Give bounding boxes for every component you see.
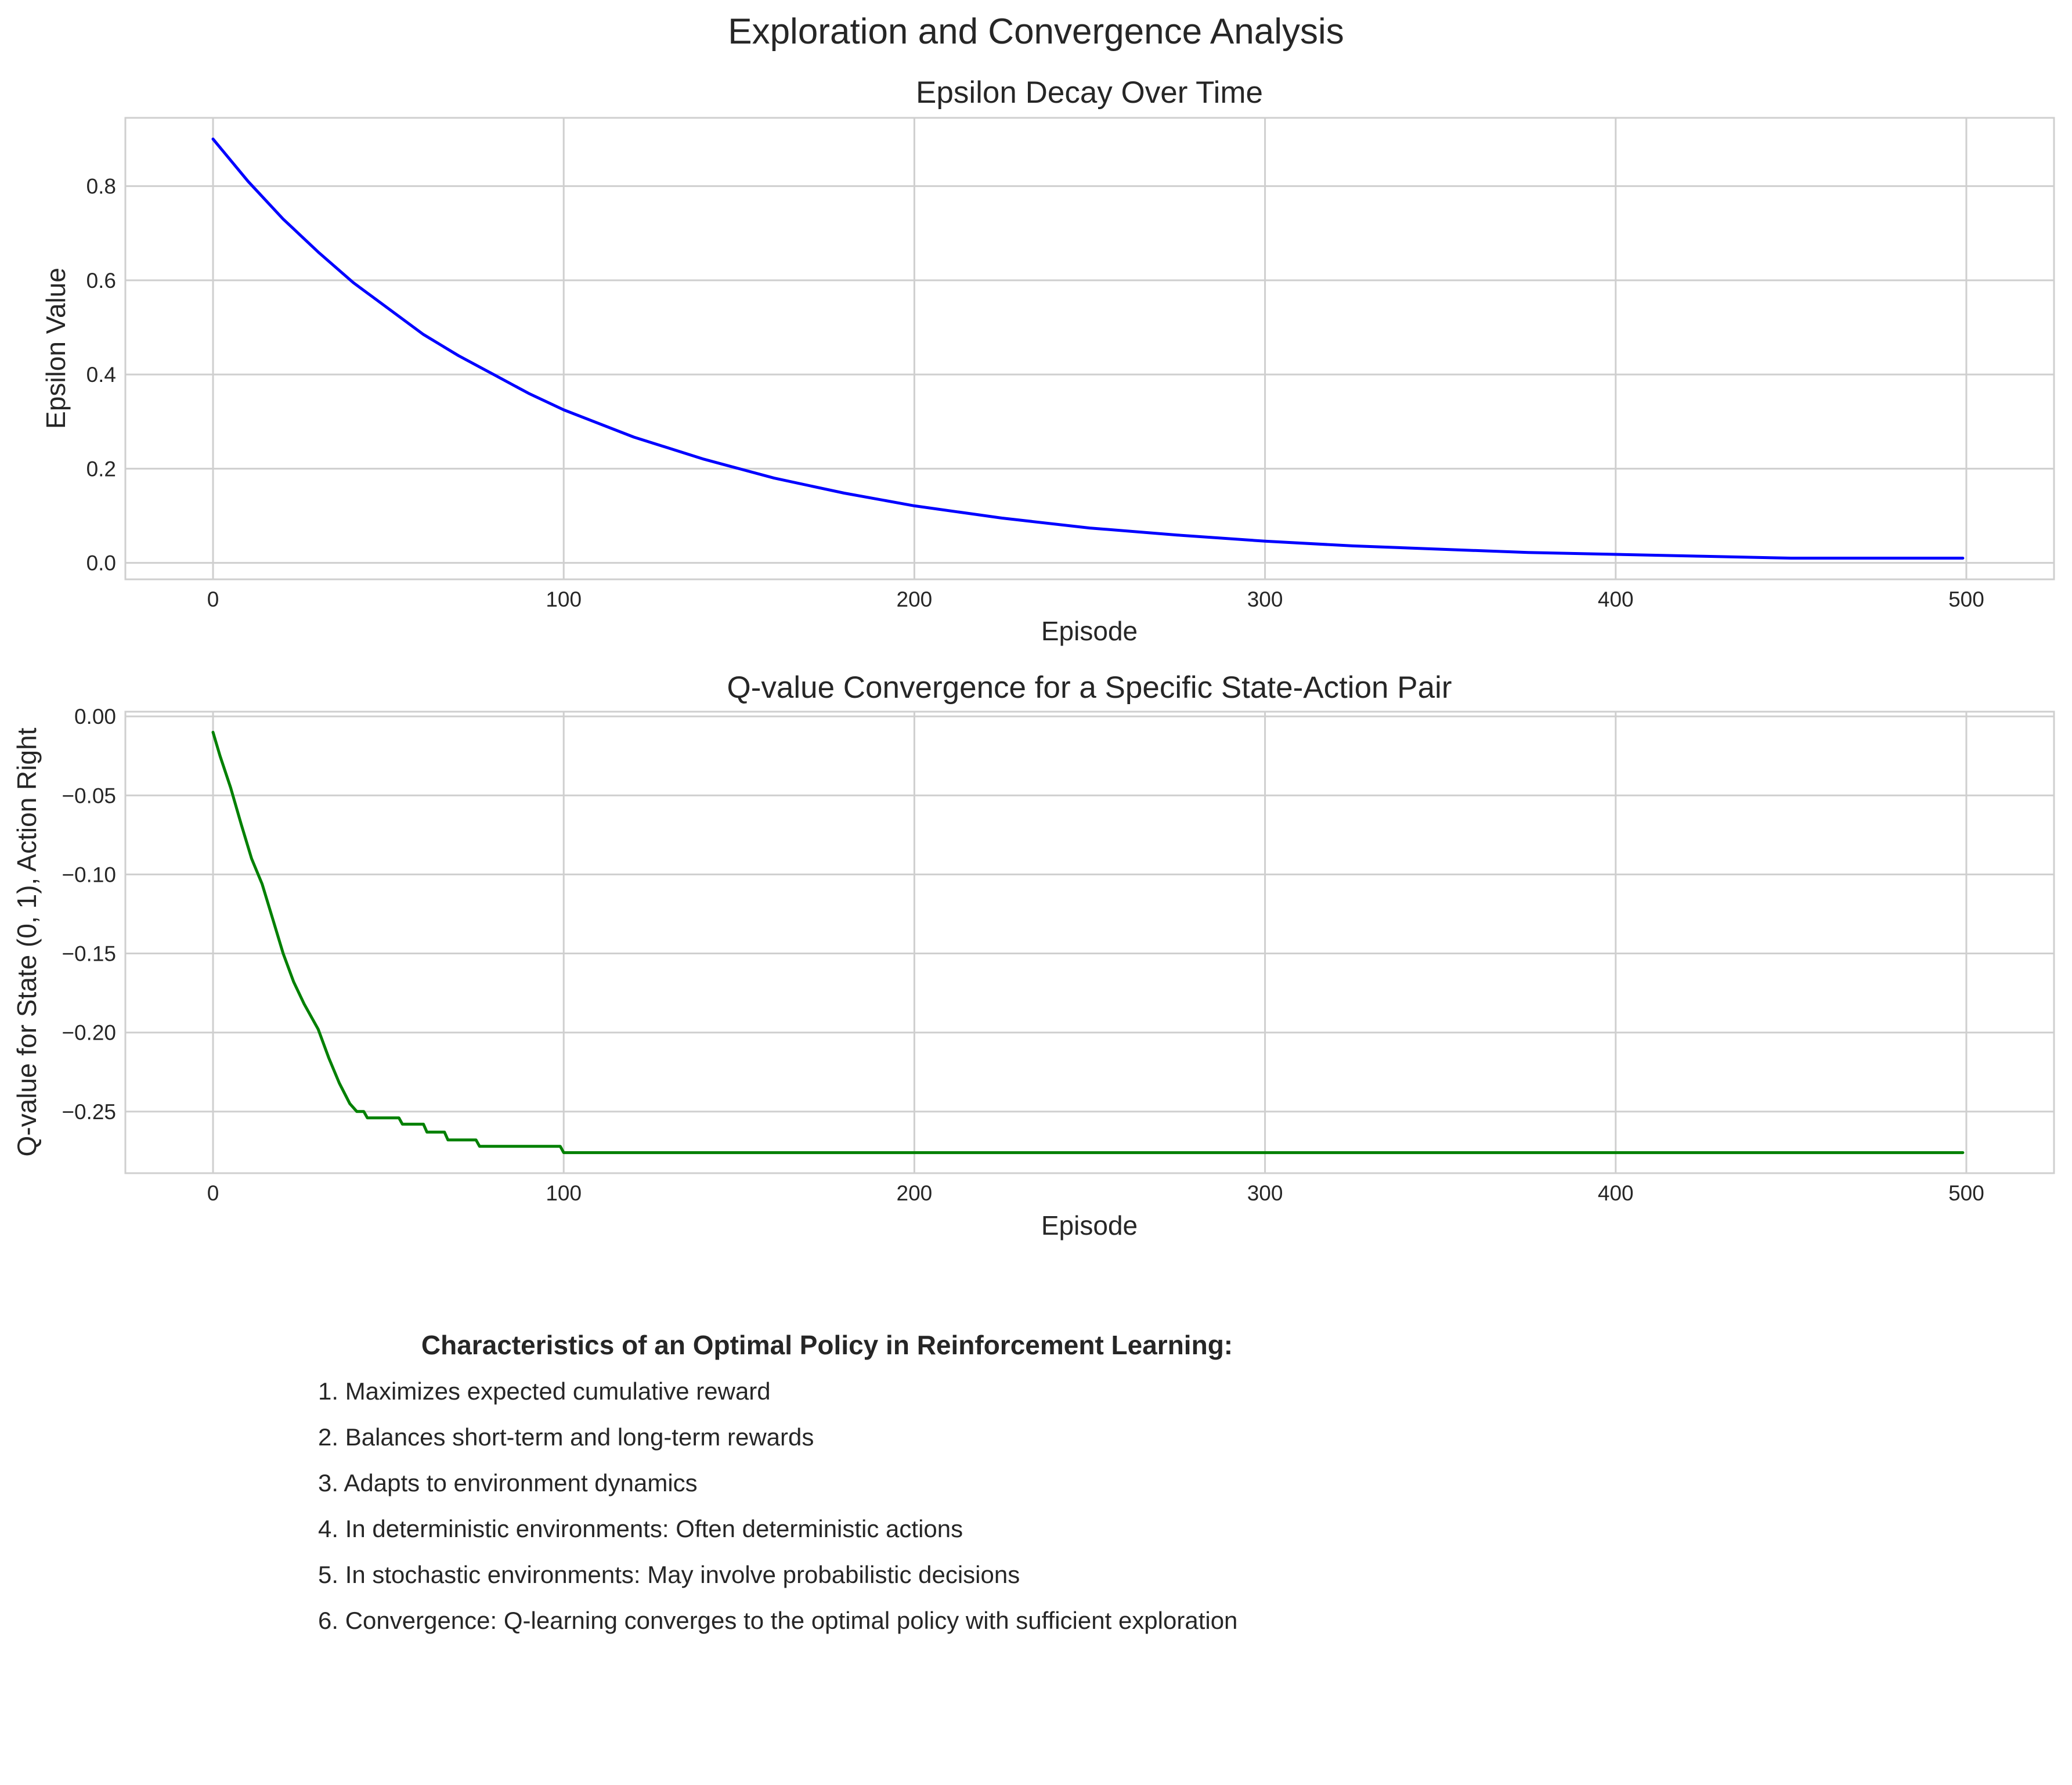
x-tick-label: 500 bbox=[1948, 1181, 1984, 1205]
series bbox=[211, 138, 1965, 560]
x-tick-label: 200 bbox=[897, 587, 933, 611]
y-tick-label: −0.15 bbox=[62, 942, 116, 966]
policy-list: 1. Maximizes expected cumulative reward … bbox=[318, 1377, 1237, 1652]
q-value-convergence-chart: Q-value Convergence for a Specific State… bbox=[12, 670, 2055, 1241]
series bbox=[211, 730, 1965, 1155]
epsilon-decay-chart: Epsilon Decay Over Time 0 100 200 300 400 500… bbox=[41, 75, 2055, 646]
x-tick-label: 500 bbox=[1948, 587, 1984, 611]
series-line bbox=[211, 138, 1965, 560]
tick-labels: 0 100 200 300 400 500 0.0 0.2 0.4 0.6 0.8 bbox=[86, 175, 1984, 611]
y-tick-label: 0.2 bbox=[86, 457, 116, 481]
series-line bbox=[211, 730, 1965, 1155]
policy-item: 3. Adapts to environment dynamics bbox=[318, 1469, 698, 1496]
tick-labels: 0 100 200 300 400 500 0.00 −0.05 −0.10 −0.15 −0.20… bbox=[62, 705, 1984, 1205]
y-tick-label: −0.10 bbox=[62, 863, 116, 886]
chart-title: Epsilon Decay Over Time bbox=[916, 75, 1263, 110]
x-axis-label: Episode bbox=[1041, 1210, 1138, 1241]
x-tick-label: 400 bbox=[1598, 1181, 1634, 1205]
grid bbox=[125, 118, 2054, 579]
policy-heading: Characteristics of an Optimal Policy in … bbox=[421, 1330, 1233, 1360]
x-tick-label: 300 bbox=[1247, 1181, 1283, 1205]
axes-frame bbox=[124, 711, 2055, 1174]
y-axis-label: Q-value for State (0, 1), Action Right bbox=[12, 727, 42, 1156]
y-tick-label: 0.0 bbox=[86, 551, 116, 575]
y-tick-label: 0.4 bbox=[86, 363, 116, 387]
figure-title: Exploration and Convergence Analysis bbox=[728, 12, 1344, 52]
x-tick-label: 200 bbox=[897, 1181, 933, 1205]
x-tick-label: 400 bbox=[1598, 587, 1634, 611]
x-tick-label: 100 bbox=[546, 1181, 582, 1205]
y-tick-label: −0.20 bbox=[62, 1021, 116, 1045]
y-tick-label: 0.00 bbox=[74, 705, 116, 729]
y-tick-label: 0.8 bbox=[86, 175, 116, 199]
x-tick-label: 300 bbox=[1247, 587, 1283, 611]
y-tick-label: −0.05 bbox=[62, 784, 116, 807]
x-tick-label: 0 bbox=[207, 587, 219, 611]
grid bbox=[125, 712, 2054, 1173]
chart-title: Q-value Convergence for a Specific State… bbox=[727, 670, 1452, 705]
policy-item: 4. In deterministic environments: Often … bbox=[318, 1515, 963, 1542]
y-axis-label: Epsilon Value bbox=[41, 268, 71, 429]
y-tick-label: 0.6 bbox=[86, 269, 116, 293]
policy-item: 1. Maximizes expected cumulative reward bbox=[318, 1377, 771, 1405]
axes-frame bbox=[124, 117, 2055, 580]
policy-item: 2. Balances short-term and long-term rew… bbox=[318, 1423, 814, 1451]
y-tick-label: −0.25 bbox=[62, 1100, 116, 1124]
policy-item: 6. Convergence: Q-learning converges to … bbox=[318, 1607, 1238, 1634]
x-tick-label: 100 bbox=[546, 587, 582, 611]
policy-item: 5. In stochastic environments: May invol… bbox=[318, 1561, 1020, 1588]
x-tick-label: 0 bbox=[207, 1181, 219, 1205]
x-axis-label: Episode bbox=[1041, 616, 1138, 646]
